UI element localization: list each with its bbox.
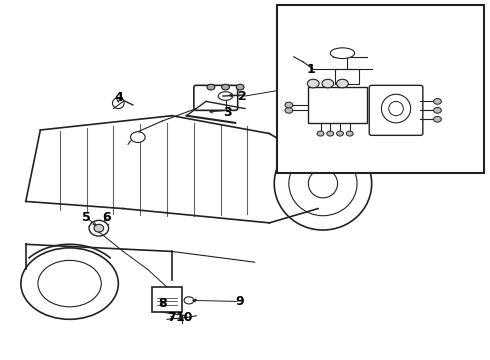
Ellipse shape bbox=[434, 108, 441, 113]
Ellipse shape bbox=[130, 132, 145, 143]
Text: 9: 9 bbox=[236, 295, 245, 308]
Text: 5: 5 bbox=[82, 211, 91, 224]
Ellipse shape bbox=[207, 84, 215, 90]
Text: 6: 6 bbox=[102, 211, 110, 224]
Text: 3: 3 bbox=[223, 105, 232, 119]
Ellipse shape bbox=[330, 48, 355, 59]
Bar bbox=[277, 5, 484, 173]
Ellipse shape bbox=[94, 224, 104, 232]
Ellipse shape bbox=[285, 102, 293, 108]
Bar bbox=[335, 69, 360, 84]
Ellipse shape bbox=[89, 220, 109, 236]
Ellipse shape bbox=[434, 116, 441, 122]
Ellipse shape bbox=[221, 84, 229, 90]
Ellipse shape bbox=[337, 79, 348, 88]
Bar bbox=[152, 287, 182, 312]
Text: 7: 7 bbox=[168, 311, 176, 324]
FancyBboxPatch shape bbox=[194, 85, 238, 111]
Ellipse shape bbox=[236, 84, 244, 90]
Text: 2: 2 bbox=[238, 90, 247, 103]
Text: 10: 10 bbox=[175, 311, 193, 324]
Ellipse shape bbox=[381, 94, 411, 123]
Ellipse shape bbox=[285, 108, 293, 113]
Ellipse shape bbox=[113, 98, 124, 109]
Text: 8: 8 bbox=[158, 297, 167, 310]
Ellipse shape bbox=[346, 131, 353, 136]
FancyBboxPatch shape bbox=[369, 85, 423, 135]
Ellipse shape bbox=[184, 297, 194, 304]
Ellipse shape bbox=[307, 79, 319, 88]
Ellipse shape bbox=[327, 131, 334, 136]
Ellipse shape bbox=[337, 131, 343, 136]
Text: 4: 4 bbox=[114, 91, 122, 104]
Text: 1: 1 bbox=[306, 63, 315, 76]
Bar bbox=[308, 87, 367, 123]
Ellipse shape bbox=[317, 131, 324, 136]
Ellipse shape bbox=[322, 79, 334, 88]
Ellipse shape bbox=[434, 99, 441, 104]
